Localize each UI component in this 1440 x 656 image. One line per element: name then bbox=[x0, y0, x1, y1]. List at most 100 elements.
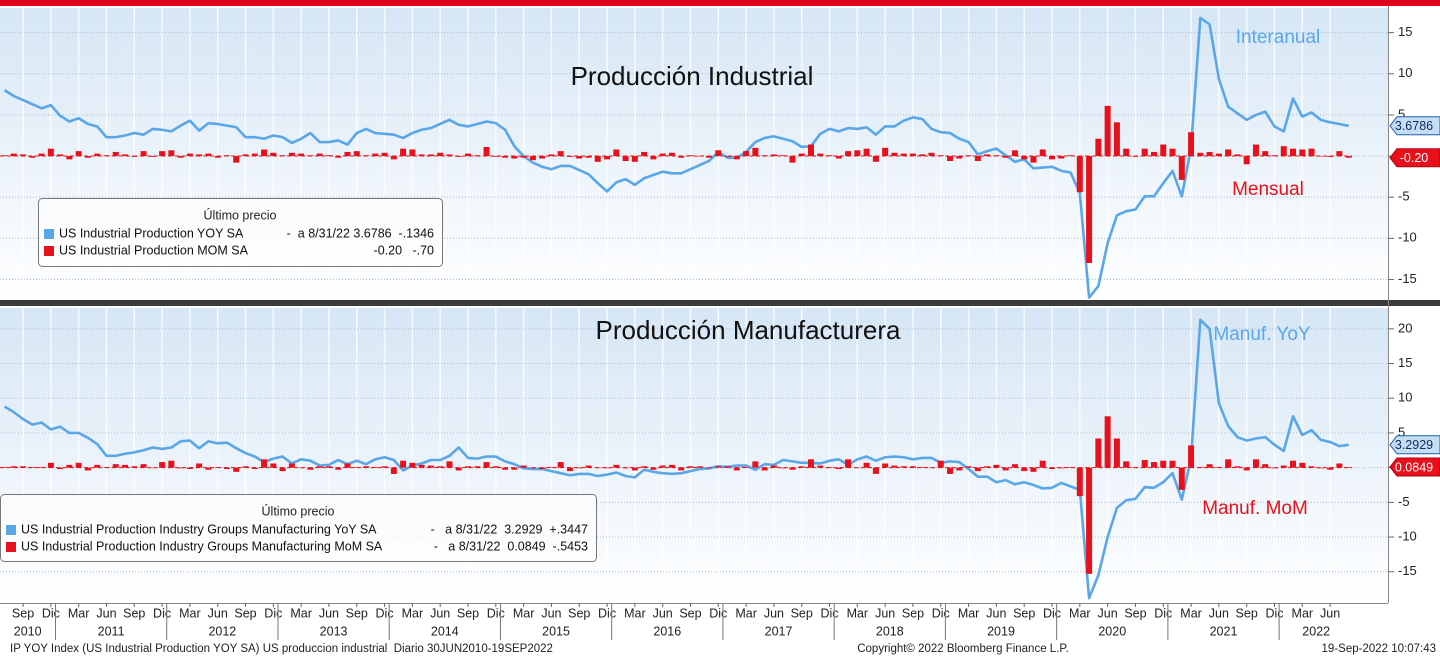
bar bbox=[1030, 156, 1037, 163]
bar bbox=[900, 466, 907, 468]
x-tick-label: Jun bbox=[986, 606, 1006, 620]
legend-label: US Industrial Production Industry Groups… bbox=[21, 539, 383, 553]
bar bbox=[706, 156, 713, 158]
bar bbox=[196, 154, 203, 157]
bar bbox=[1095, 438, 1102, 468]
bar bbox=[826, 466, 833, 468]
bar bbox=[279, 467, 286, 472]
bar bbox=[548, 466, 555, 468]
panel-separator bbox=[0, 300, 1440, 306]
bar bbox=[1058, 467, 1065, 469]
x-tick-label: Mar bbox=[1069, 606, 1091, 620]
bar bbox=[1280, 465, 1287, 468]
bar bbox=[1317, 467, 1324, 469]
bar bbox=[984, 466, 991, 468]
bar bbox=[1160, 144, 1167, 157]
bar bbox=[1252, 459, 1259, 468]
bar bbox=[103, 155, 110, 157]
legend-swatch bbox=[44, 246, 54, 256]
bar bbox=[437, 466, 444, 468]
bar bbox=[511, 156, 518, 159]
bar bbox=[372, 153, 379, 157]
bar bbox=[251, 153, 258, 157]
bar bbox=[1132, 466, 1139, 468]
bar bbox=[381, 152, 388, 157]
bar bbox=[613, 464, 620, 468]
bar bbox=[122, 154, 129, 157]
bar bbox=[335, 156, 342, 158]
bar bbox=[205, 467, 212, 470]
bar bbox=[1021, 467, 1028, 472]
bar bbox=[214, 466, 221, 468]
bar bbox=[854, 467, 861, 469]
bar bbox=[279, 155, 286, 157]
bar bbox=[186, 153, 193, 157]
bar bbox=[882, 463, 889, 468]
bar bbox=[715, 466, 722, 468]
bar bbox=[937, 460, 944, 468]
bar bbox=[1345, 467, 1352, 468]
bar bbox=[1327, 467, 1334, 470]
bar bbox=[131, 156, 138, 157]
bar bbox=[390, 467, 397, 474]
bar bbox=[1058, 156, 1065, 159]
legend-label: US Industrial Production Industry Groups… bbox=[21, 522, 377, 536]
bar bbox=[1049, 156, 1056, 160]
x-tick-label: Jun bbox=[541, 606, 561, 620]
bar bbox=[223, 467, 230, 470]
legend-label: US Industrial Production YOY SA bbox=[59, 226, 244, 240]
bar bbox=[604, 156, 611, 160]
bar bbox=[1206, 151, 1213, 157]
bar bbox=[993, 464, 1000, 468]
x-tick-label: Jun bbox=[208, 606, 228, 620]
x-tick-label: Jun bbox=[430, 606, 450, 620]
bar bbox=[492, 156, 499, 157]
bar bbox=[316, 466, 323, 468]
y-tick-label: -10 bbox=[1398, 528, 1417, 543]
bar bbox=[835, 467, 842, 470]
bar bbox=[1280, 146, 1287, 157]
bar bbox=[835, 156, 842, 159]
x-year-label: 2012 bbox=[208, 624, 236, 638]
bar bbox=[1225, 459, 1232, 468]
y-tick-label: -15 bbox=[1398, 563, 1417, 578]
bar bbox=[112, 151, 119, 157]
panel-title: Producción Industrial bbox=[571, 61, 814, 91]
bar bbox=[1141, 148, 1148, 157]
legend-swatch bbox=[6, 525, 16, 535]
bar bbox=[1104, 105, 1111, 157]
bar bbox=[149, 467, 156, 469]
bar bbox=[1234, 154, 1241, 157]
bar bbox=[1067, 155, 1074, 157]
bar bbox=[47, 462, 54, 468]
bar bbox=[427, 154, 434, 157]
bar bbox=[112, 464, 119, 468]
x-tick-label: Mar bbox=[624, 606, 646, 620]
bar bbox=[1011, 150, 1018, 157]
x-tick-label: Jun bbox=[319, 606, 339, 620]
bar bbox=[529, 467, 536, 469]
bar bbox=[159, 462, 166, 468]
last-value-label: 0.0849 bbox=[1395, 460, 1433, 474]
bar bbox=[149, 156, 156, 157]
bar bbox=[1215, 153, 1222, 157]
bar bbox=[465, 153, 471, 157]
bar bbox=[1, 155, 8, 157]
bar bbox=[974, 467, 981, 472]
bar bbox=[845, 151, 852, 157]
x-tick-label: Sep bbox=[1124, 606, 1146, 620]
bar bbox=[1169, 460, 1176, 468]
bar bbox=[261, 149, 268, 157]
bar bbox=[566, 156, 573, 157]
bar bbox=[826, 155, 833, 157]
bar bbox=[57, 154, 64, 157]
bar bbox=[1308, 148, 1315, 157]
bar bbox=[724, 466, 731, 468]
bar bbox=[557, 462, 564, 468]
legend-box bbox=[38, 198, 443, 267]
bar bbox=[353, 466, 360, 468]
bar bbox=[1188, 132, 1195, 157]
bar bbox=[1039, 149, 1046, 157]
